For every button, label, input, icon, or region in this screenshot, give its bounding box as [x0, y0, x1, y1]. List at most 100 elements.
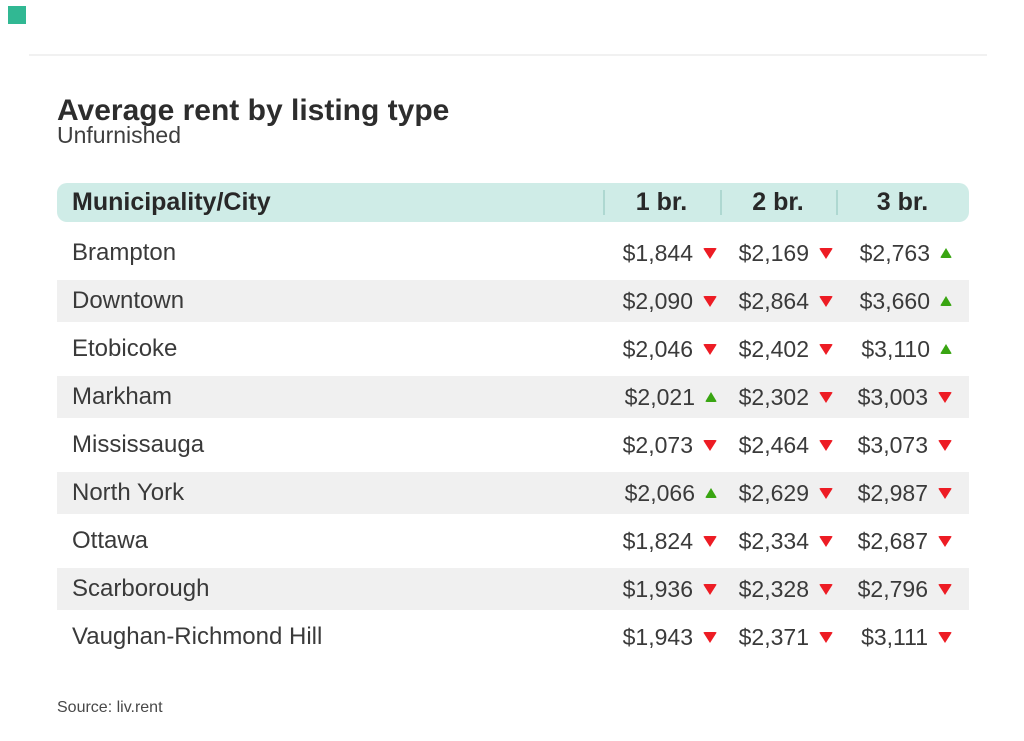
trend-down-icon [703, 535, 717, 547]
rent-value: $1,844 [622, 239, 693, 266]
trend-down-icon [819, 439, 833, 451]
rent-value: $2,302 [738, 383, 809, 410]
rent-cell-2br: $2,464 [720, 432, 836, 459]
trend-down-icon [819, 631, 833, 643]
municipality-cell: Vaughan-Richmond Hill [72, 623, 323, 650]
table-row: Markham $2,021 $2,302 $3,003 [57, 373, 969, 421]
municipality-cell: Brampton [72, 239, 177, 266]
rent-cell-2br: $2,169 [720, 240, 836, 267]
rent-value: $1,824 [622, 527, 693, 554]
rent-value: $2,328 [738, 575, 809, 602]
rent-cell-3br: $3,110 [836, 336, 969, 363]
page-subtitle: Unfurnished [57, 122, 182, 148]
trend-down-icon [703, 343, 717, 355]
rent-cell-1br: $2,046 [603, 336, 720, 363]
trend-down-icon [703, 439, 717, 451]
rent-cell-1br: $2,073 [603, 432, 720, 459]
municipality-cell: Mississauga [72, 431, 205, 458]
municipality-cell: Etobicoke [72, 335, 178, 362]
municipality-cell: North York [72, 479, 185, 506]
rent-value: $3,660 [859, 287, 930, 314]
trend-down-icon [703, 631, 717, 643]
trend-down-icon [938, 535, 952, 547]
rent-cell-3br: $2,796 [836, 576, 969, 603]
rent-cell-3br: $3,073 [836, 432, 969, 459]
rent-cell-2br: $2,629 [720, 480, 836, 507]
table-row: Vaughan-Richmond Hill $1,943 $2,371 $3,1… [57, 613, 969, 661]
trend-down-icon [819, 487, 833, 499]
rent-value: $3,110 [861, 335, 930, 362]
municipality-cell: Ottawa [72, 527, 149, 554]
column-header-municipality: Municipality/City [72, 188, 271, 216]
rent-value: $2,987 [857, 479, 928, 506]
table-row: Scarborough $1,936 $2,328 $2,796 [57, 565, 969, 613]
rent-table: Municipality/City 1 br. 2 br. 3 br. Bram… [57, 183, 969, 661]
rent-value: $2,073 [622, 431, 693, 458]
rent-cell-2br: $2,864 [720, 288, 836, 315]
rent-value: $2,021 [624, 383, 695, 410]
rent-cell-1br: $2,021 [603, 384, 720, 411]
table-header-row: Municipality/City 1 br. 2 br. 3 br. [57, 183, 969, 222]
rent-cell-1br: $1,844 [603, 240, 720, 267]
rent-cell-1br: $2,090 [603, 288, 720, 315]
rent-value: $2,046 [622, 335, 693, 362]
rent-cell-1br: $2,066 [603, 480, 720, 507]
table-row: North York $2,066 $2,629 $2,987 [57, 469, 969, 517]
rent-value: $3,111 [861, 623, 928, 650]
rent-cell-2br: $2,371 [720, 624, 836, 651]
trend-down-icon [938, 583, 952, 595]
trend-down-icon [938, 439, 952, 451]
rent-cell-3br: $3,003 [836, 384, 969, 411]
trend-up-icon [940, 296, 952, 306]
table-row: Mississauga $2,073 $2,464 $3,073 [57, 421, 969, 469]
rent-cell-3br: $2,987 [836, 480, 969, 507]
trend-up-icon [705, 392, 717, 402]
municipality-cell: Markham [72, 383, 173, 410]
table-body: Brampton $1,844 $2,169 $2,763 Downtown $… [57, 229, 969, 661]
table-row: Brampton $1,844 $2,169 $2,763 [57, 229, 969, 277]
trend-down-icon [703, 583, 717, 595]
rent-value: $1,943 [622, 623, 693, 650]
rent-cell-3br: $3,111 [836, 624, 969, 651]
trend-down-icon [703, 247, 717, 259]
rent-cell-2br: $2,302 [720, 384, 836, 411]
table-row: Downtown $2,090 $2,864 $3,660 [57, 277, 969, 325]
trend-down-icon [819, 583, 833, 595]
source-caption: Source: liv.rent [57, 699, 163, 716]
rent-value: $2,687 [857, 527, 928, 554]
trend-down-icon [703, 295, 717, 307]
municipality-cell: Scarborough [72, 575, 210, 602]
rent-value: $2,763 [859, 239, 930, 266]
rent-value: $2,090 [622, 287, 693, 314]
trend-down-icon [819, 343, 833, 355]
rent-value: $2,796 [857, 575, 928, 602]
rent-value: $2,334 [738, 527, 809, 554]
trend-down-icon [819, 535, 833, 547]
rent-cell-1br: $1,936 [603, 576, 720, 603]
trend-down-icon [938, 391, 952, 403]
trend-up-icon [940, 248, 952, 258]
column-header-1br: 1 br. [603, 183, 720, 222]
trend-down-icon [938, 631, 952, 643]
rent-value: $2,464 [738, 431, 809, 458]
rent-value: $2,629 [738, 479, 809, 506]
rent-cell-1br: $1,824 [603, 528, 720, 555]
trend-up-icon [705, 488, 717, 498]
rent-cell-2br: $2,334 [720, 528, 836, 555]
table-row: Etobicoke $2,046 $2,402 $3,110 [57, 325, 969, 373]
municipality-cell: Downtown [72, 287, 185, 314]
trend-down-icon [819, 391, 833, 403]
rent-cell-2br: $2,328 [720, 576, 836, 603]
rent-cell-1br: $1,943 [603, 624, 720, 651]
trend-down-icon [819, 295, 833, 307]
page-title: Average rent by listing type [57, 94, 450, 128]
rent-cell-3br: $2,763 [836, 240, 969, 267]
table-row: Ottawa $1,824 $2,334 $2,687 [57, 517, 969, 565]
rent-value: $2,169 [738, 239, 809, 266]
rent-value: $1,936 [622, 575, 693, 602]
rent-value: $2,402 [738, 335, 809, 362]
rent-value: $3,003 [857, 383, 928, 410]
rent-cell-3br: $2,687 [836, 528, 969, 555]
trend-down-icon [819, 247, 833, 259]
